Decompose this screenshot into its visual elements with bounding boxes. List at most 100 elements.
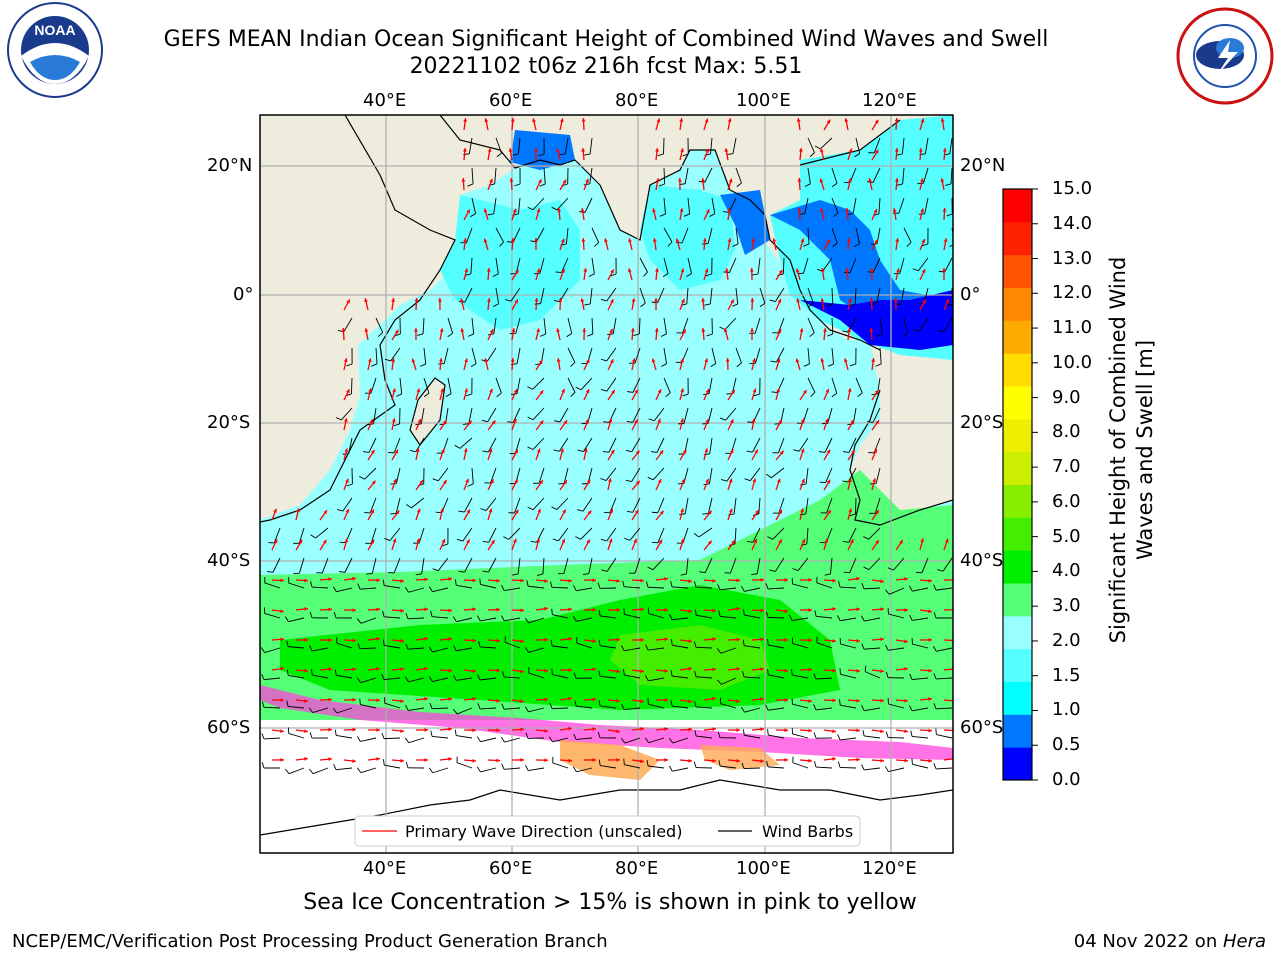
wind-barb: [647, 586, 665, 589]
footer-date-text: 04 Nov 2022 on: [1073, 931, 1223, 952]
wave-direction-arrowhead: [778, 509, 783, 514]
wind-barb-flag: [378, 332, 384, 337]
wind-barb: [564, 137, 569, 154]
wave-direction-arrowhead: [514, 269, 519, 274]
wind-barb: [864, 707, 881, 712]
wind-barb: [822, 257, 833, 272]
wind-barb: [415, 437, 425, 453]
wind-barb: [600, 645, 617, 649]
wave-direction-arrowhead: [869, 298, 874, 302]
wave-direction-arrowhead: [784, 698, 788, 702]
wind-barb: [782, 257, 785, 275]
wind-barb: [816, 766, 833, 769]
wind-barb-flag: [849, 303, 856, 307]
wind-barb-flag: [598, 759, 601, 766]
wind-barb: [868, 557, 881, 570]
wave-direction-arrowhead: [800, 418, 805, 423]
wave-direction-arrowhead: [544, 758, 548, 763]
wind-barb: [512, 407, 521, 423]
wind-barb-flag: [404, 586, 409, 593]
wave-direction-arrowhead: [808, 699, 812, 703]
wave-direction-arrowhead: [424, 758, 428, 762]
wind-barb-flag: [765, 583, 769, 590]
wind-barb-flag: [527, 506, 534, 511]
wind-barb: [733, 497, 737, 514]
wind-barb: [767, 616, 785, 619]
wave-direction-arrowhead: [581, 238, 586, 242]
wind-barb-flag: [813, 673, 817, 680]
wave-direction-arrowhead: [472, 758, 476, 763]
wave-direction-arrowhead: [920, 208, 924, 213]
wave-direction-arrowhead: [394, 329, 399, 334]
wave-direction-arrowhead: [463, 238, 467, 242]
wind-barb: [899, 257, 905, 274]
wind-barb-flag: [501, 763, 505, 770]
wave-direction-arrowhead: [945, 298, 950, 303]
wave-direction-arrowhead: [784, 757, 788, 762]
wind-barb-flag: [932, 645, 937, 652]
wave-direction-arrowhead: [328, 667, 332, 672]
wind-barb: [456, 735, 473, 739]
wind-barb-flag: [657, 153, 664, 157]
wind-barb-flag: [477, 703, 481, 710]
wave-direction-arrowhead: [752, 388, 757, 393]
wind-barb-flag: [482, 450, 489, 453]
wave-direction-arrowhead: [514, 449, 518, 454]
wave-direction-arrowhead: [328, 607, 332, 612]
wind-barb-flag: [842, 330, 849, 333]
wave-direction-arrowhead: [827, 510, 831, 515]
wind-barb-flag: [719, 417, 726, 421]
chart-subtitle: 20221102 t06z 216h fcst Max: 5.51: [409, 54, 803, 79]
wind-barb-flag: [512, 573, 519, 576]
wave-direction-arrowhead: [664, 608, 668, 612]
wind-barb: [383, 737, 401, 740]
wind-barb-flag: [800, 483, 807, 486]
wind-barb: [632, 407, 641, 423]
wind-barb-flag: [742, 729, 745, 736]
wave-direction-arrowhead: [496, 698, 500, 703]
wind-barb: [935, 767, 953, 770]
wind-barb: [652, 557, 665, 570]
wave-direction-arrowhead: [585, 359, 590, 364]
wind-barb-flag: [496, 392, 502, 398]
wind-barb: [395, 467, 401, 484]
wave-direction-arrowhead: [784, 638, 788, 642]
wind-barb-flag: [668, 765, 673, 772]
wave-direction-arrowhead: [616, 637, 620, 642]
wind-barb: [754, 347, 761, 364]
wind-barb: [648, 765, 665, 769]
wave-direction-arrowhead: [424, 607, 428, 612]
wind-barb-flag: [702, 513, 709, 515]
wind-barb-flag: [717, 679, 722, 685]
wave-direction-arrowhead: [778, 419, 782, 424]
wind-barb: [709, 467, 713, 484]
wave-direction-arrowhead: [393, 478, 397, 483]
wind-barb-flag: [570, 392, 576, 397]
wind-barb-flag: [575, 386, 582, 391]
wind-barb: [408, 587, 425, 593]
wind-barb: [504, 737, 521, 743]
wind-barb: [312, 674, 329, 679]
wind-barb: [831, 377, 838, 394]
wave-direction-arrowhead: [539, 480, 543, 485]
wind-barb-flag: [478, 641, 481, 648]
wave-direction-arrowhead: [919, 178, 924, 183]
wave-direction-arrowhead: [561, 268, 565, 273]
wind-barb-flag: [742, 639, 745, 646]
wind-barb: [865, 671, 881, 679]
wind-barb-flag: [549, 581, 553, 588]
wind-barb: [840, 673, 857, 679]
wind-barb-flag: [813, 704, 817, 711]
wind-barb-flag: [382, 579, 385, 586]
wind-barb-flag: [538, 153, 545, 157]
wave-direction-arrowhead: [784, 728, 788, 733]
wind-barb-flag: [359, 698, 361, 705]
wind-barb: [518, 197, 521, 214]
wind-barb-flag: [827, 333, 833, 337]
wind-barb-flag: [356, 736, 361, 742]
wind-barb: [609, 497, 617, 513]
wind-barb: [849, 257, 857, 273]
wind-barb-flag: [623, 758, 625, 765]
wind-barb-flag: [662, 273, 669, 278]
wind-barb-flag: [648, 418, 655, 422]
